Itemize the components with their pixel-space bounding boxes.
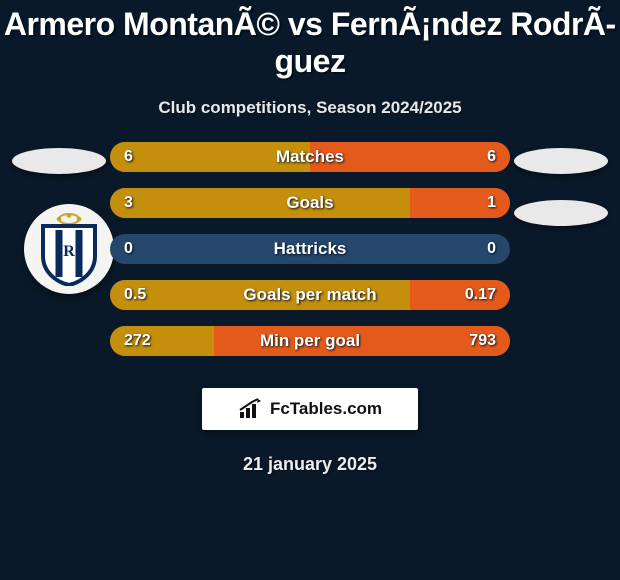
right-player-oval-1: [514, 148, 608, 174]
stat-row: 0.50.17Goals per match: [110, 280, 510, 310]
subtitle: Club competitions, Season 2024/2025: [0, 98, 620, 118]
brand-plate: FcTables.com: [202, 388, 418, 430]
svg-text:R: R: [63, 243, 75, 260]
stat-label: Hattricks: [110, 234, 510, 264]
club-crest: R: [24, 204, 114, 294]
stat-row: 66Matches: [110, 142, 510, 172]
chart-area: R 66Matches 31Goals 00Hattricks 0.50.17Goal…: [0, 142, 620, 382]
brand-label: FcTables.com: [270, 399, 382, 419]
bar-chart-icon: [238, 398, 262, 420]
shield-icon: R: [37, 212, 101, 286]
date-label: 21 january 2025: [0, 454, 620, 475]
stat-label: Goals per match: [110, 280, 510, 310]
stat-label: Matches: [110, 142, 510, 172]
stat-row: 31Goals: [110, 188, 510, 218]
stat-label: Goals: [110, 188, 510, 218]
comparison-card: Armero MontanÃ© vs FernÃ¡ndez RodrÃ­guez…: [0, 0, 620, 580]
stat-bars: 66Matches 31Goals 00Hattricks 0.50.17Goals …: [110, 142, 510, 372]
left-player-oval: [12, 148, 106, 174]
stat-label: Min per goal: [110, 326, 510, 356]
page-title: Armero MontanÃ© vs FernÃ¡ndez RodrÃ­guez: [0, 0, 620, 80]
stat-row: 00Hattricks: [110, 234, 510, 264]
right-player-oval-2: [514, 200, 608, 226]
stat-row: 272793Min per goal: [110, 326, 510, 356]
